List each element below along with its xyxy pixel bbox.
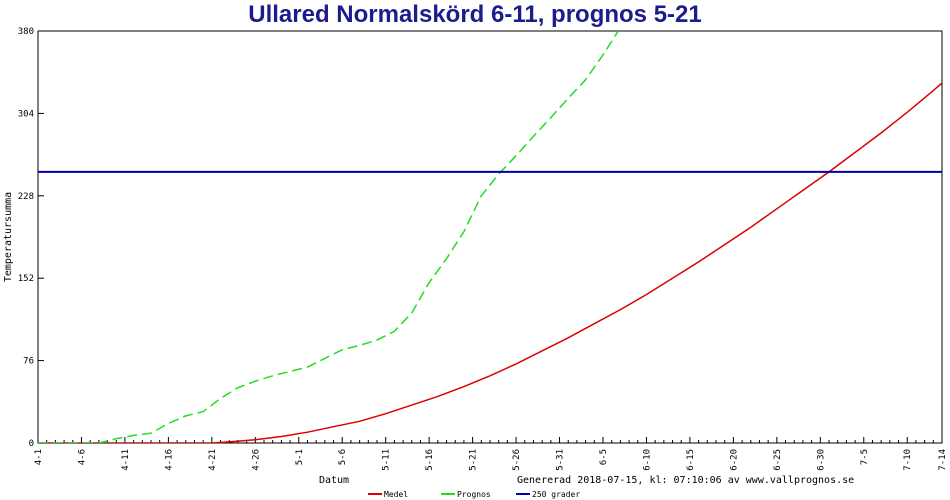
legend: Medel Prognos 250 grader xyxy=(368,490,580,499)
x-tick-label: 6-30 xyxy=(816,449,826,471)
chart-title: Ullared Normalskörd 6-11, prognos 5-21 xyxy=(248,1,702,28)
x-tick-label: 4-11 xyxy=(121,449,131,471)
y-tick-label: 76 xyxy=(23,357,34,367)
series-line-0 xyxy=(38,82,942,443)
legend-label: Prognos xyxy=(457,490,491,499)
y-tick-label: 152 xyxy=(18,274,34,284)
x-tick-label: 4-21 xyxy=(208,449,218,471)
x-tick-label: 6-5 xyxy=(599,449,609,465)
x-tick-label: 6-20 xyxy=(729,449,739,471)
x-tick-label: 5-31 xyxy=(556,449,566,471)
x-tick-label: 5-1 xyxy=(295,449,305,465)
x-tick-label: 5-16 xyxy=(425,449,435,471)
y-tick-label: 304 xyxy=(18,109,34,119)
legend-label: Medel xyxy=(384,490,408,499)
y-tick-label: 0 xyxy=(29,439,34,449)
y-tick-label: 228 xyxy=(18,192,34,202)
x-tick-label: 5-11 xyxy=(382,449,392,471)
footer-note: Genererad 2018-07-15, kl: 07:10:06 av ww… xyxy=(517,475,854,486)
x-tick-label: 7-14 xyxy=(938,449,948,471)
x-tick-label: 5-26 xyxy=(512,449,522,471)
x-tick-label: 5-21 xyxy=(469,449,479,471)
x-tick-label: 4-6 xyxy=(77,449,87,465)
x-axis-label: Datum xyxy=(319,475,349,486)
x-axis: 4-1 4-6 4-11 4-16 4-21 4-26 5-1 5-6 5-11 5-16 5-21… xyxy=(34,437,948,471)
plot-area xyxy=(37,30,943,444)
x-tick-label: 7-10 xyxy=(903,449,913,471)
x-tick-label: 4-16 xyxy=(164,449,174,471)
y-axis-label: Temperatursumma xyxy=(3,192,14,282)
series-line-1 xyxy=(38,31,620,443)
y-tick-label: 380 xyxy=(18,27,34,37)
x-tick-label: 6-25 xyxy=(773,449,783,471)
x-tick-label: 5-6 xyxy=(338,449,348,465)
legend-label: 250 grader xyxy=(532,490,580,499)
x-tick-label: 7-5 xyxy=(860,449,870,465)
x-tick-label: 4-1 xyxy=(34,449,44,465)
series-layer xyxy=(38,31,942,443)
x-tick-label: 6-10 xyxy=(642,449,652,471)
y-axis: 0 76 152 228 304 380 xyxy=(18,27,44,449)
x-tick-label: 6-15 xyxy=(686,449,696,471)
x-tick-label: 4-26 xyxy=(251,449,261,471)
